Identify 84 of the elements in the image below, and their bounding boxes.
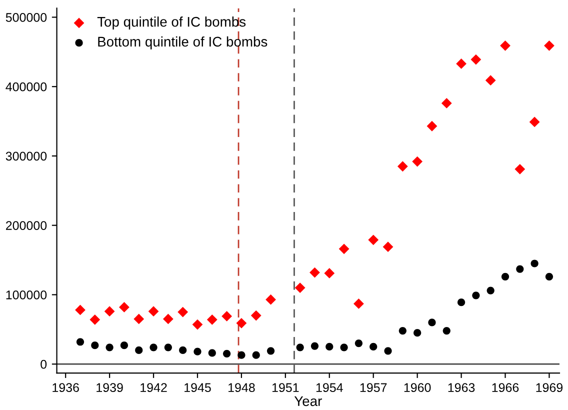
point [222, 311, 232, 322]
point [178, 306, 188, 318]
point [162, 314, 174, 324]
point [294, 282, 306, 293]
point [414, 329, 422, 337]
point [91, 342, 99, 350]
point [384, 347, 392, 355]
point [529, 116, 540, 128]
point [382, 242, 394, 252]
point [500, 40, 510, 51]
point [370, 342, 378, 351]
y-tick-label: 100000 [6, 290, 47, 300]
point [148, 306, 159, 317]
x-tick-label: 1963 [448, 383, 475, 392]
point [442, 326, 450, 335]
point [90, 314, 100, 325]
point [340, 344, 348, 352]
point [236, 318, 247, 328]
point [134, 314, 144, 324]
point [530, 260, 538, 268]
point [119, 302, 130, 312]
point [120, 342, 128, 350]
point [457, 298, 466, 306]
x-tick-label: 1945 [184, 383, 211, 392]
point [544, 40, 554, 51]
point [179, 346, 187, 354]
point [310, 267, 320, 278]
point [485, 75, 496, 86]
x-axis-title: Year [294, 396, 322, 406]
point [296, 344, 304, 352]
point [192, 319, 203, 330]
point [75, 304, 86, 316]
point [223, 350, 231, 358]
point [486, 286, 494, 294]
point [354, 298, 364, 309]
x-tick-label: 1948 [228, 383, 255, 392]
point [354, 339, 363, 348]
point [164, 344, 172, 352]
point [238, 351, 246, 359]
y-tick-label: 0 [40, 360, 47, 369]
point [456, 58, 466, 69]
point [516, 265, 524, 273]
point [76, 338, 84, 346]
legend-label: Bottom quintile of IC bombs [98, 36, 268, 50]
x-tick-label: 1969 [536, 383, 563, 392]
point [310, 342, 319, 350]
point [545, 272, 554, 280]
x-tick-label: 1951 [272, 383, 299, 392]
x-tick-label: 1942 [140, 383, 167, 392]
point [135, 346, 143, 354]
point [412, 156, 423, 167]
point [106, 344, 114, 352]
point [194, 348, 202, 356]
point [501, 272, 510, 280]
point [208, 349, 216, 357]
point [324, 268, 335, 278]
point [470, 54, 482, 65]
x-tick-label: 1939 [96, 383, 123, 392]
point [441, 98, 452, 108]
point [252, 351, 260, 359]
y-tick-label: 400000 [6, 82, 47, 92]
point [514, 164, 526, 174]
x-tick-label: 1957 [360, 383, 387, 392]
point [250, 310, 262, 321]
point [398, 326, 406, 335]
x-tick-label: 1936 [52, 383, 79, 392]
y-tick-label: 200000 [6, 221, 47, 230]
y-tick-label: 500000 [6, 13, 47, 22]
point [206, 314, 218, 325]
y-tick-label: 300000 [6, 152, 47, 161]
point [428, 318, 436, 326]
x-tick-label: 1954 [316, 383, 343, 392]
point [266, 294, 276, 305]
point [104, 306, 115, 317]
point [326, 342, 334, 351]
point [266, 347, 275, 355]
point [338, 244, 350, 254]
x-tick-label: 1966 [492, 383, 519, 392]
point [397, 161, 408, 172]
point [368, 234, 379, 246]
x-tick-label: 1960 [404, 383, 431, 392]
point [472, 292, 480, 300]
point [426, 120, 438, 132]
point [150, 344, 158, 352]
